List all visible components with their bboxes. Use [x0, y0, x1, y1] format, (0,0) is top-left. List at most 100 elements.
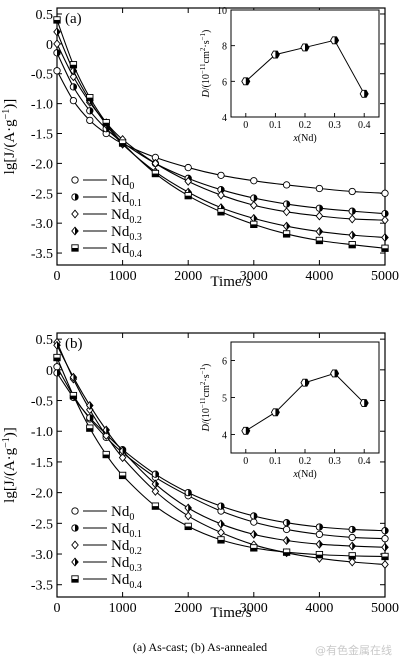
data-point: [184, 176, 192, 186]
inset-y-tick-label: 4: [222, 431, 227, 442]
x-tick-label: 4000: [305, 269, 333, 284]
legend-marker: [71, 176, 79, 184]
inset-x-tick-label: 0.1: [269, 456, 282, 467]
inset-x-tick-label: 0.1: [269, 120, 282, 131]
legend-label: Nd0: [111, 504, 134, 523]
inset-x-tick-label: 0.3: [328, 456, 341, 467]
inset-y-tick-label: 6: [222, 77, 227, 88]
data-point: [315, 211, 324, 221]
data-point: [250, 177, 258, 185]
y-tick-label: -1.5: [31, 128, 53, 143]
x-tick-label: 3000: [240, 269, 268, 284]
inset-frame: [230, 341, 380, 454]
plot-frame: [56, 332, 386, 598]
inset-x-tick-label: 0: [243, 120, 248, 131]
data-point: [381, 535, 389, 543]
inset-x-tick-label: 0.2: [299, 120, 312, 131]
data-point: [53, 363, 61, 371]
inset-y-tick-label: 6: [222, 357, 227, 368]
figure-caption: (a) As-cast; (b) As-annealed: [132, 640, 268, 654]
y-tick-label: -0.5: [31, 68, 53, 83]
legend-marker: [71, 209, 79, 219]
watermark: @有色金属在线: [315, 644, 392, 657]
inset-x-tick-label: 0.2: [299, 456, 312, 467]
data-point: [151, 486, 160, 496]
inset-x-axis-label: x(Nd): [292, 469, 316, 480]
y-tick-label: -2.0: [31, 157, 53, 172]
y-tick-label: -2.0: [31, 487, 53, 502]
data-point: [53, 67, 61, 75]
data-point: [118, 453, 127, 463]
data-point: [381, 559, 389, 569]
y-axis-label: lg[J/(A·g−1)]: [1, 427, 18, 503]
y-axis-label: lg[J/(A·g−1)]: [1, 99, 18, 175]
x-tick-label: 5000: [371, 601, 399, 616]
inset-frame: [230, 9, 380, 118]
y-tick-label: -2.5: [31, 517, 53, 532]
x-axis-label: Time/s: [210, 605, 251, 621]
x-tick-label: 4000: [305, 601, 333, 616]
y-tick-label: -2.5: [31, 187, 53, 202]
y-tick-label: 0.5: [36, 8, 54, 23]
data-point: [217, 190, 225, 200]
data-point: [53, 39, 61, 49]
y-tick-label: -0.5: [31, 395, 53, 410]
data-point: [315, 530, 324, 539]
data-point: [282, 181, 291, 189]
data-point: [69, 96, 78, 105]
legend-label: Nd0.4: [111, 572, 142, 591]
legend-marker: [71, 507, 79, 515]
x-tick-label: 1000: [109, 601, 137, 616]
data-point: [184, 163, 192, 172]
data-point: [250, 518, 258, 526]
x-tick-label: 1000: [109, 269, 137, 284]
data-point: [86, 116, 94, 125]
inset-x-tick-label: 0: [243, 456, 248, 467]
data-point: [381, 215, 389, 225]
data-point: [348, 187, 356, 196]
inset-y-axis-label: D/(10−11cm2·s−1): [199, 30, 212, 99]
series-nd-0.4: [53, 16, 389, 252]
inset-x-tick-label: 0.3: [328, 120, 341, 131]
inset-y-tick-label: 5: [222, 394, 227, 405]
data-point: [348, 557, 356, 567]
chart-panel-b: 0 1000 2000 3000 4000 5000 0.5 0 -0.5 -1.0 -1.5 -2.…: [1, 332, 399, 621]
inset-chart: 0 0.1 0.2 0.3 0.4 4 5 6 x(Nd) D/(10−11cm2·s−1): [199, 341, 380, 480]
y-tick-label: -1.0: [31, 425, 53, 440]
x-tick-label: 0: [54, 269, 61, 284]
x-axis-label: Time/s: [210, 274, 251, 290]
x-tick-label: 2000: [174, 601, 202, 616]
y-tick-label: 0: [46, 364, 53, 379]
inset-chart: 0 0.1 0.2 0.3 0.4 4 6 8 10 x(Nd) D/(10−11cm2·s−1): [199, 6, 380, 144]
chart-panel-a: 0 1000 2000 3000 4000 5000 0.5 0 -0.5 -1.0 -1.5 -2.…: [1, 6, 399, 290]
inset-y-tick-label: 8: [222, 42, 227, 53]
series-nd-0.3: [53, 340, 389, 552]
inset-x-axis-label: x(Nd): [292, 133, 316, 144]
plot-frame: [56, 7, 386, 266]
data-point: [381, 189, 389, 197]
inset-y-tick-label: 10: [217, 6, 227, 17]
data-point: [282, 207, 291, 217]
data-point: [282, 525, 291, 534]
inset-y-tick-label: 4: [222, 113, 227, 124]
data-point: [151, 158, 160, 168]
y-tick-label: 0.5: [36, 333, 54, 348]
series-nd-0.4: [53, 353, 389, 561]
x-tick-label: 5000: [371, 269, 399, 284]
data-point: [217, 528, 225, 538]
data-point: [250, 200, 258, 210]
panel-label: (a): [65, 11, 82, 27]
legend-label: Nd0: [111, 173, 134, 192]
x-tick-label: 2000: [174, 269, 202, 284]
y-tick-label: -3.5: [31, 247, 53, 262]
inset-y-axis-label: D/(10−11cm2·s−1): [199, 364, 212, 433]
data-point: [184, 511, 192, 521]
legend-marker: [71, 540, 79, 550]
panel-label: (b): [65, 336, 83, 352]
y-tick-label: -3.5: [31, 579, 53, 594]
y-tick-label: -3.0: [31, 548, 53, 563]
data-point: [315, 184, 324, 193]
